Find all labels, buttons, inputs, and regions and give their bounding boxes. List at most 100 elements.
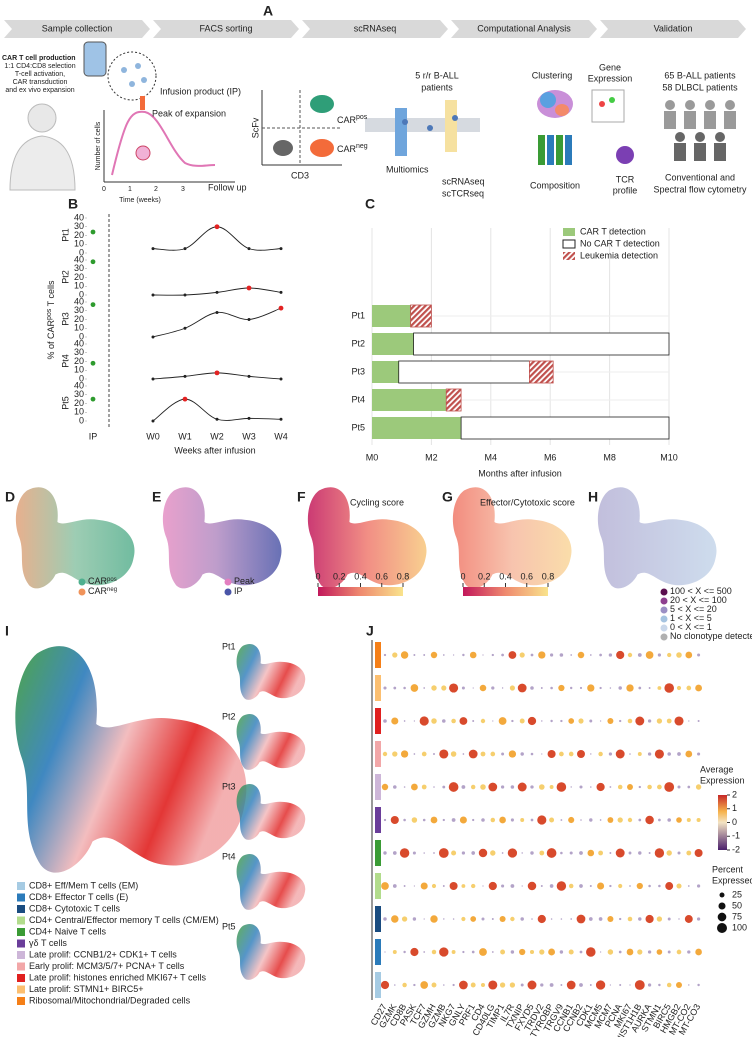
legend-label: 0 < X <= 1: [670, 622, 712, 632]
y-tick-label: 10: [74, 281, 84, 291]
x-tick-label: W2: [210, 431, 224, 441]
dot: [442, 885, 445, 887]
cluster-bar: [375, 642, 381, 668]
legend-text: CAR: [88, 586, 108, 596]
dot: [393, 686, 397, 690]
dot: [482, 654, 484, 656]
dot: [667, 950, 671, 954]
dot: [394, 984, 396, 986]
dot: [568, 751, 574, 757]
panel-label: C: [365, 196, 375, 212]
dot: [697, 719, 700, 723]
point: [182, 396, 188, 402]
dot: [433, 852, 435, 854]
dot: [638, 917, 642, 921]
size-label: 100: [732, 922, 747, 932]
dot: [568, 718, 575, 724]
x-tick-label: M0: [366, 452, 379, 462]
step-chevron: [302, 20, 448, 38]
dot: [628, 851, 632, 855]
cluster-bar: [375, 939, 381, 965]
legend-text: Peak: [234, 576, 255, 586]
dot: [442, 818, 445, 822]
dot: [696, 917, 701, 921]
point: [246, 285, 252, 291]
dot: [666, 982, 672, 988]
bar-segment: [445, 388, 462, 412]
y-tick-label: 20: [74, 398, 84, 408]
dot: [569, 851, 573, 855]
dot: [383, 719, 387, 723]
x-tick-label: W1: [178, 431, 192, 441]
step-label: Computational Analysis: [477, 23, 571, 33]
dot: [685, 750, 693, 758]
dot: [626, 684, 634, 692]
step-chevron: [600, 20, 746, 38]
dot: [638, 851, 642, 855]
dot: [580, 819, 582, 821]
dot: [619, 983, 622, 987]
dot: [549, 983, 554, 987]
step-label: scRNAseq: [354, 23, 397, 33]
dot: [686, 685, 692, 691]
validation: Conventional and: [665, 172, 735, 182]
dot: [570, 918, 573, 920]
dot: [507, 848, 518, 858]
dot: [412, 917, 417, 921]
y-tick-label: 40: [74, 254, 84, 264]
y-axis-label-part: pos: [46, 308, 53, 320]
production-step: CAR transduction: [13, 79, 68, 86]
dot: [647, 719, 652, 723]
dot: [410, 947, 419, 957]
dot: [547, 749, 556, 759]
dot: [647, 752, 652, 756]
size-key: [717, 923, 727, 933]
dot: [383, 818, 387, 822]
y-tick-label: 30: [74, 221, 84, 231]
step-chevron: [4, 20, 150, 38]
dot: [618, 883, 623, 889]
dot: [629, 885, 631, 887]
legend-text: IP: [234, 586, 243, 596]
dot: [519, 718, 525, 724]
dot: [657, 686, 662, 690]
multiomics: scTCRseq: [442, 188, 484, 198]
dot: [541, 720, 543, 722]
dot: [635, 716, 645, 726]
dot: [380, 980, 390, 990]
colorbar-label: 0.4: [499, 571, 512, 581]
dot: [431, 718, 437, 724]
dot: [540, 687, 543, 689]
dot: [550, 719, 553, 723]
tcr: TCR: [616, 174, 635, 184]
dot: [527, 881, 537, 891]
legend-swatch: [563, 228, 575, 236]
dot: [618, 686, 622, 690]
legend-swatch: [17, 962, 25, 971]
x-tick-label: M4: [485, 452, 498, 462]
umaps: [15, 487, 727, 1000]
dot: [586, 947, 596, 957]
panel-f-title: Cycling score: [350, 497, 404, 507]
dot: [696, 817, 701, 823]
legend-label: CD4+ Naive T cells: [29, 926, 106, 936]
production-step: 1:1 CD4:CD8 selection: [4, 63, 75, 70]
ip-point: [90, 302, 96, 308]
legend-dot: [78, 578, 86, 586]
point: [151, 247, 155, 251]
size-label: 50: [732, 900, 742, 910]
cells-axis: Number of cells: [95, 121, 102, 170]
dot: [677, 785, 681, 789]
y-tick-label: 0: [79, 415, 84, 425]
y-tick-label: 20: [74, 356, 84, 366]
dot: [459, 717, 468, 725]
dot: [687, 785, 691, 789]
legend-text: 100 < X <= 500: [670, 586, 732, 596]
dot: [654, 749, 664, 759]
dot: [451, 818, 456, 822]
point: [247, 247, 251, 251]
dot: [471, 950, 475, 954]
dot: [490, 850, 496, 856]
dot: [548, 948, 556, 956]
